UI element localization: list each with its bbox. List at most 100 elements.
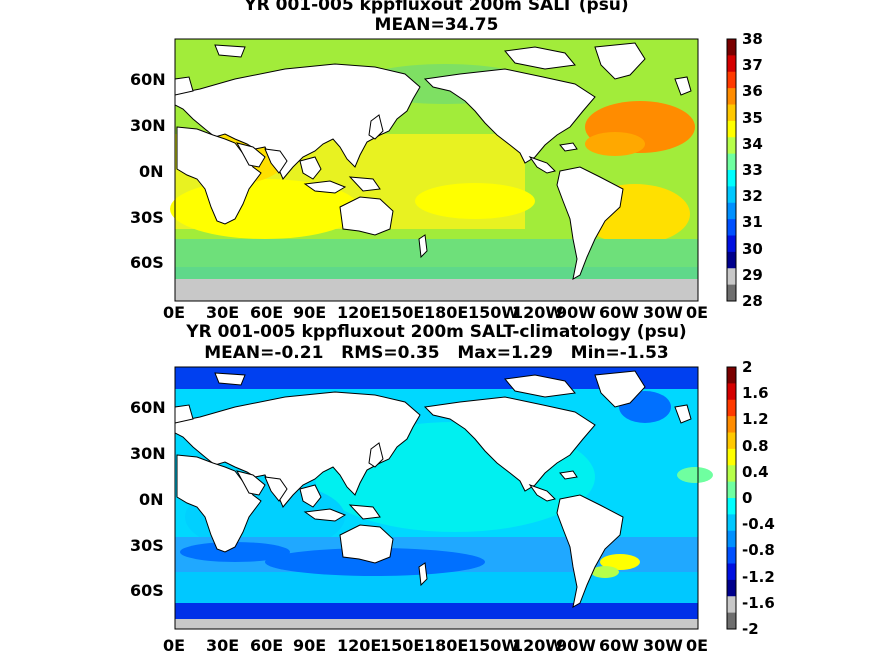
p1-lon-label-12: 0E xyxy=(686,303,709,322)
colorbar-swatch-11 xyxy=(727,547,736,564)
p2-colorbar-tick-3: 0.8 xyxy=(742,436,769,455)
p2-lon-label-2: 60E xyxy=(250,636,284,655)
colorbar-swatch-15 xyxy=(727,612,736,630)
colorbar-swatch-10 xyxy=(727,530,736,548)
colorbar-swatch-5 xyxy=(727,448,736,466)
p1-lon-label-4: 120E xyxy=(337,303,382,322)
p2-lat-60s: 60S xyxy=(130,581,164,600)
colorbar-swatch-1 xyxy=(727,383,736,401)
colorbar-frame xyxy=(726,38,737,302)
p1-lon-label-5: 150E xyxy=(380,303,425,322)
p1-lon-label-10: 60W xyxy=(599,303,639,322)
colorbar-swatch-7 xyxy=(727,481,736,499)
panel1-title: YR 001-005 kppfluxout 200m SALT (psu) xyxy=(244,0,629,15)
p2-lon-label-3: 90E xyxy=(293,636,327,655)
colorbar-swatch-14 xyxy=(727,596,736,614)
colorbar-swatch-2 xyxy=(727,71,736,89)
colorbar-swatch-10 xyxy=(727,202,736,220)
p2-colorbar-tick-8: -1.2 xyxy=(742,567,775,586)
colorbar-swatch-8 xyxy=(727,498,736,515)
p1-lon-label-11: 30W xyxy=(643,303,683,322)
panel1-colorbar xyxy=(726,38,737,302)
p1-lon-label-8: 120W xyxy=(512,303,564,322)
colorbar-swatch-6 xyxy=(727,465,736,483)
colorbar-swatch-5 xyxy=(727,120,736,138)
colorbar-swatch-7 xyxy=(727,153,736,171)
p1-colorbar-tick-6: 32 xyxy=(742,187,763,206)
colorbar-swatch-9 xyxy=(727,514,736,532)
p2-lon-label-8: 120W xyxy=(512,636,564,655)
colorbar-swatch-15 xyxy=(727,284,736,302)
p1-colorbar-tick-3: 35 xyxy=(742,108,763,127)
colorbar-swatch-0 xyxy=(727,367,736,384)
colorbar-swatch-12 xyxy=(727,563,736,581)
p2-colorbar-tick-2: 1.2 xyxy=(742,410,769,429)
p1-lon-label-1: 30E xyxy=(206,303,240,322)
p2-lat-30s: 30S xyxy=(130,536,164,555)
colorbar-swatch-3 xyxy=(727,88,736,105)
colorbar-swatch-13 xyxy=(727,251,736,269)
colorbar-swatch-12 xyxy=(727,235,736,253)
p2-lon-label-11: 30W xyxy=(643,636,683,655)
p1-lat-60n: 60N xyxy=(130,70,166,89)
p1-lat-30s: 30S xyxy=(130,208,164,227)
p1-colorbar-tick-9: 29 xyxy=(742,265,763,284)
colorbar-swatch-8 xyxy=(727,170,736,187)
colorbar-swatch-2 xyxy=(727,399,736,417)
p2-lat-60n: 60N xyxy=(130,398,166,417)
p2-lon-label-9: 90W xyxy=(556,636,596,655)
p1-colorbar-tick-8: 30 xyxy=(742,239,763,258)
p1-lon-label-0: 0E xyxy=(163,303,186,322)
p1-colorbar-tick-1: 37 xyxy=(742,56,763,75)
p2-lon-label-7: 150W xyxy=(468,636,520,655)
p2-lat-0n: 0N xyxy=(139,490,164,509)
panel1-map xyxy=(170,38,699,302)
p2-colorbar-tick-5: 0 xyxy=(742,489,753,507)
p1-lon-label-9: 90W xyxy=(556,303,596,322)
colorbar-swatch-11 xyxy=(727,219,736,236)
p2-lon-label-1: 30E xyxy=(206,636,240,655)
colorbar-swatch-9 xyxy=(727,186,736,204)
panel2-title: YR 001-005 kppfluxout 200m SALT-climatol… xyxy=(186,322,687,342)
p1-colorbar-tick-2: 36 xyxy=(742,82,763,101)
p2-colorbar-tick-9: -1.6 xyxy=(742,593,775,612)
p1-lon-label-2: 60E xyxy=(250,303,284,322)
p1-lon-label-7: 150W xyxy=(468,303,520,322)
p1-colorbar-tick-7: 31 xyxy=(742,213,763,232)
p2-lon-label-12: 0E xyxy=(686,636,709,655)
p1-colorbar-tick-10: 28 xyxy=(742,292,763,310)
p2-lon-label-6: 180E xyxy=(424,636,469,655)
colorbar-swatch-13 xyxy=(727,579,736,597)
colorbar-swatch-0 xyxy=(727,39,736,56)
p2-lon-label-5: 150E xyxy=(380,636,425,655)
p1-lon-label-3: 90E xyxy=(293,303,327,322)
p1-lon-label-6: 180E xyxy=(424,303,469,322)
p2-lon-label-4: 120E xyxy=(337,636,382,655)
panel2-stats: MEAN=-0.21 RMS=0.35 Max=1.29 Min=-1.53 xyxy=(204,343,669,363)
p2-lat-30n: 30N xyxy=(130,444,166,463)
p1-colorbar-tick-4: 34 xyxy=(742,134,763,153)
colorbar-swatch-4 xyxy=(727,104,736,122)
p1-lat-0n: 0N xyxy=(139,162,164,181)
p1-colorbar-tick-5: 33 xyxy=(742,161,763,179)
p2-colorbar-tick-10: -2 xyxy=(742,620,759,638)
p2-colorbar-tick-1: 1.6 xyxy=(742,384,769,403)
colorbar-swatch-1 xyxy=(727,55,736,73)
p1-colorbar-tick-0: 38 xyxy=(742,30,763,48)
panel1-stats: MEAN=34.75 xyxy=(374,15,499,35)
p2-colorbar-tick-4: 0.4 xyxy=(742,462,769,481)
panel2-colorbar xyxy=(726,366,737,630)
p1-lat-30n: 30N xyxy=(130,116,166,135)
colorbar-swatch-14 xyxy=(727,268,736,286)
panel2-map xyxy=(174,366,713,630)
p2-lon-label-10: 60W xyxy=(599,636,639,655)
colorbar-frame xyxy=(726,366,737,630)
p2-colorbar-tick-7: -0.8 xyxy=(742,541,775,560)
colorbar-swatch-6 xyxy=(727,137,736,155)
p2-colorbar-tick-6: -0.4 xyxy=(742,515,775,534)
p2-colorbar-tick-0: 2 xyxy=(742,358,753,376)
colorbar-swatch-3 xyxy=(727,416,736,433)
p1-lat-60s: 60S xyxy=(130,253,164,272)
p2-lon-label-0: 0E xyxy=(163,636,186,655)
